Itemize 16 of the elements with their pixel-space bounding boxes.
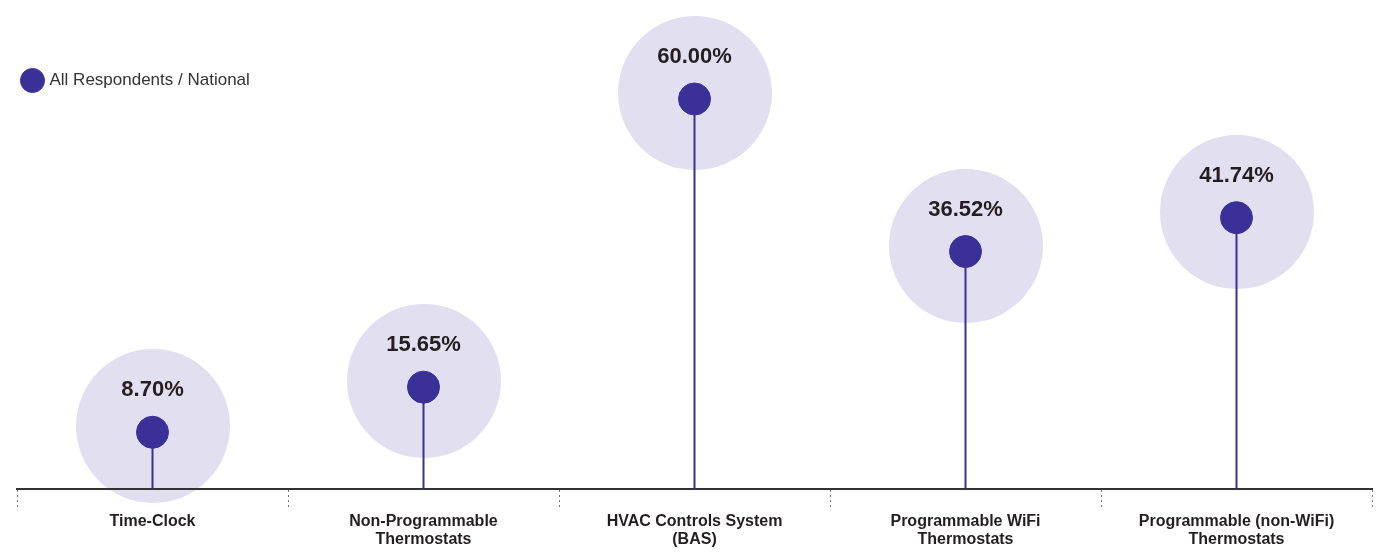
- point: [136, 415, 169, 449]
- data-label: 8.70%: [121, 376, 184, 402]
- x-tick-label: Time-Clock: [109, 512, 196, 530]
- x-tick-label: HVAC Controls System (BAS): [606, 512, 783, 547]
- point: [407, 370, 440, 404]
- data-label: 15.65%: [386, 331, 461, 357]
- x-tick-label: Programmable WiFi Thermostats: [890, 512, 1041, 547]
- data-label: 60.00%: [657, 43, 732, 69]
- legend-label: All Respondents / National: [49, 70, 250, 90]
- x-tick-label: Programmable (non-WiFi) Thermostats: [1138, 512, 1335, 547]
- point: [949, 235, 982, 269]
- point: [1220, 201, 1253, 235]
- x-tick-label: Non-Programmable Thermostats: [349, 512, 498, 547]
- data-label: 41.74%: [1199, 161, 1274, 187]
- point: [678, 82, 711, 116]
- data-label: 36.52%: [928, 195, 1003, 221]
